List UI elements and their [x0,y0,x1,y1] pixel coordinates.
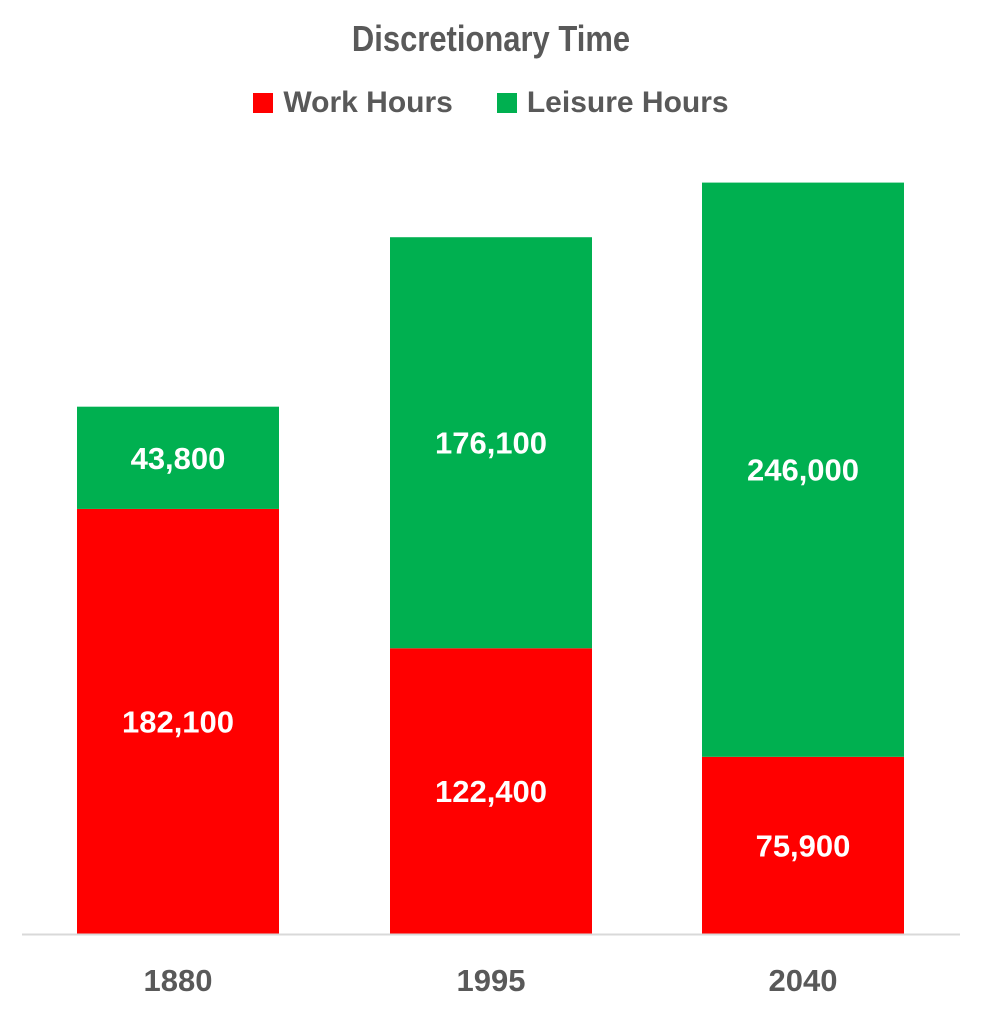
chart-title: Discretionary Time [351,18,631,59]
legend-item-leisure: Leisure Hours [496,86,729,120]
legend-label-leisure: Leisure Hours [526,86,729,119]
legend-swatch-work [253,93,274,113]
bar-work-hours-1880 [77,508,279,934]
bar-leisure-hours-2040 [702,182,904,757]
x-tick-label-1880: 1880 [144,963,213,998]
legend-item-work: Work Hours [253,86,453,120]
bar-work-hours-2040 [702,756,904,934]
x-tick-label-1995: 1995 [457,963,526,998]
data-label-leisure-hours-1995: 176,100 [435,426,547,461]
bar-work-hours-1995 [390,648,592,934]
data-label-work-hours-1995: 122,400 [435,774,547,809]
legend: Work Hours Leisure Hours [0,86,982,120]
data-label-work-hours-2040: 75,900 [756,828,851,863]
x-tick-label-2040: 2040 [769,963,838,998]
legend-swatch-leisure [496,93,517,113]
bar-leisure-hours-1995 [390,237,592,649]
data-label-work-hours-1880: 182,100 [122,704,234,739]
data-label-leisure-hours-1880: 43,800 [131,441,226,476]
legend-label-work: Work Hours [283,86,453,119]
bar-leisure-hours-1880 [77,406,279,509]
data-label-leisure-hours-2040: 246,000 [747,453,859,488]
